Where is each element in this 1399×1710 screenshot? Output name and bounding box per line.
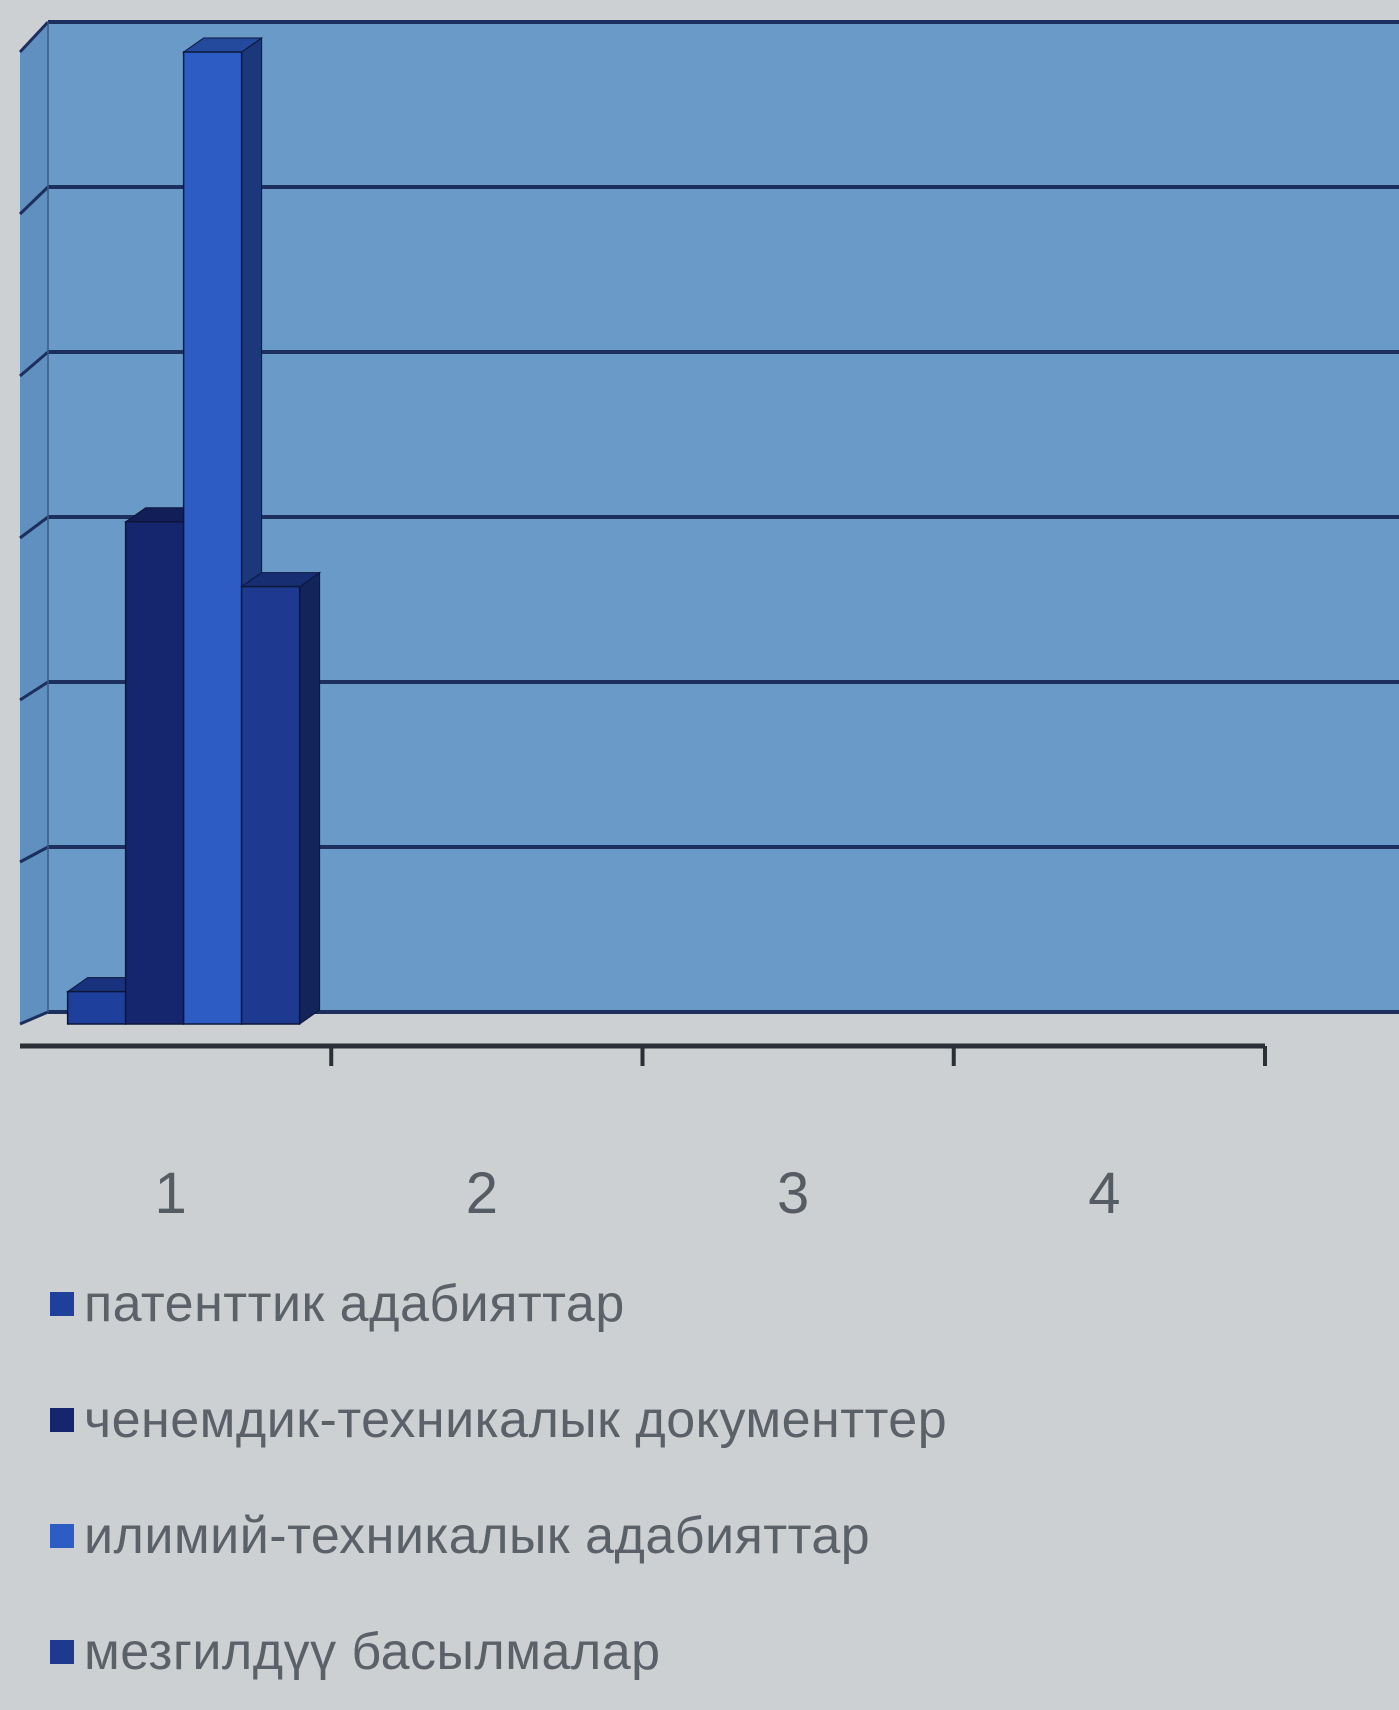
x-axis	[20, 1043, 1267, 1066]
gridline-side	[19, 350, 49, 378]
bar-front	[66, 990, 127, 1025]
gridline-side	[19, 845, 49, 864]
legend-label: патенттик адабияттар	[84, 1275, 625, 1333]
gridline-side	[18, 20, 50, 54]
bar-front	[124, 521, 185, 1025]
legend-label: мезгилдүү басылмалар	[84, 1623, 661, 1681]
x-tick-label: 2	[466, 1161, 498, 1226]
legend-swatch	[50, 1524, 74, 1548]
bar-side	[299, 571, 321, 1025]
bar-front	[240, 585, 301, 1025]
legend-item: патенттик адабияттар	[50, 1246, 1350, 1362]
legend-item: мезгилдүү басылмалар	[50, 1594, 1350, 1710]
legend-item: илимий-техникалык адабияттар	[50, 1478, 1350, 1594]
legend-swatch	[50, 1408, 74, 1432]
legend-label: илимий-техникалык адабияттар	[84, 1507, 871, 1565]
legend-label: ченемдик-техникалык документтер	[84, 1391, 948, 1449]
legend-swatch	[50, 1292, 74, 1316]
side-wall	[20, 22, 48, 1024]
legend-item: ченемдик-техникалык документтер	[50, 1362, 1350, 1478]
legend-swatch	[50, 1640, 74, 1664]
chart-plot: 1 2 3 4	[18, 20, 1399, 1226]
x-tick-label: 3	[777, 1161, 809, 1226]
bar-front	[182, 51, 243, 1025]
bar	[182, 37, 264, 1025]
x-tick-label: 4	[1088, 1161, 1120, 1226]
legend: патенттик адабияттар ченемдик-техникалык …	[50, 1246, 1350, 1710]
gridlines	[18, 20, 1399, 1026]
x-tick-labels: 1 2 3 4	[154, 1161, 1120, 1226]
chart: 1 2 3 4 патенттик адабияттар ченемдик-техник…	[18, 20, 1399, 1681]
gridline-side	[19, 680, 49, 702]
bars	[66, 37, 322, 1025]
bar	[240, 571, 322, 1025]
gridline-side	[19, 515, 49, 540]
gridline-side	[18, 185, 50, 216]
gridline-side	[19, 1010, 49, 1026]
x-tick-label: 1	[154, 1161, 186, 1226]
